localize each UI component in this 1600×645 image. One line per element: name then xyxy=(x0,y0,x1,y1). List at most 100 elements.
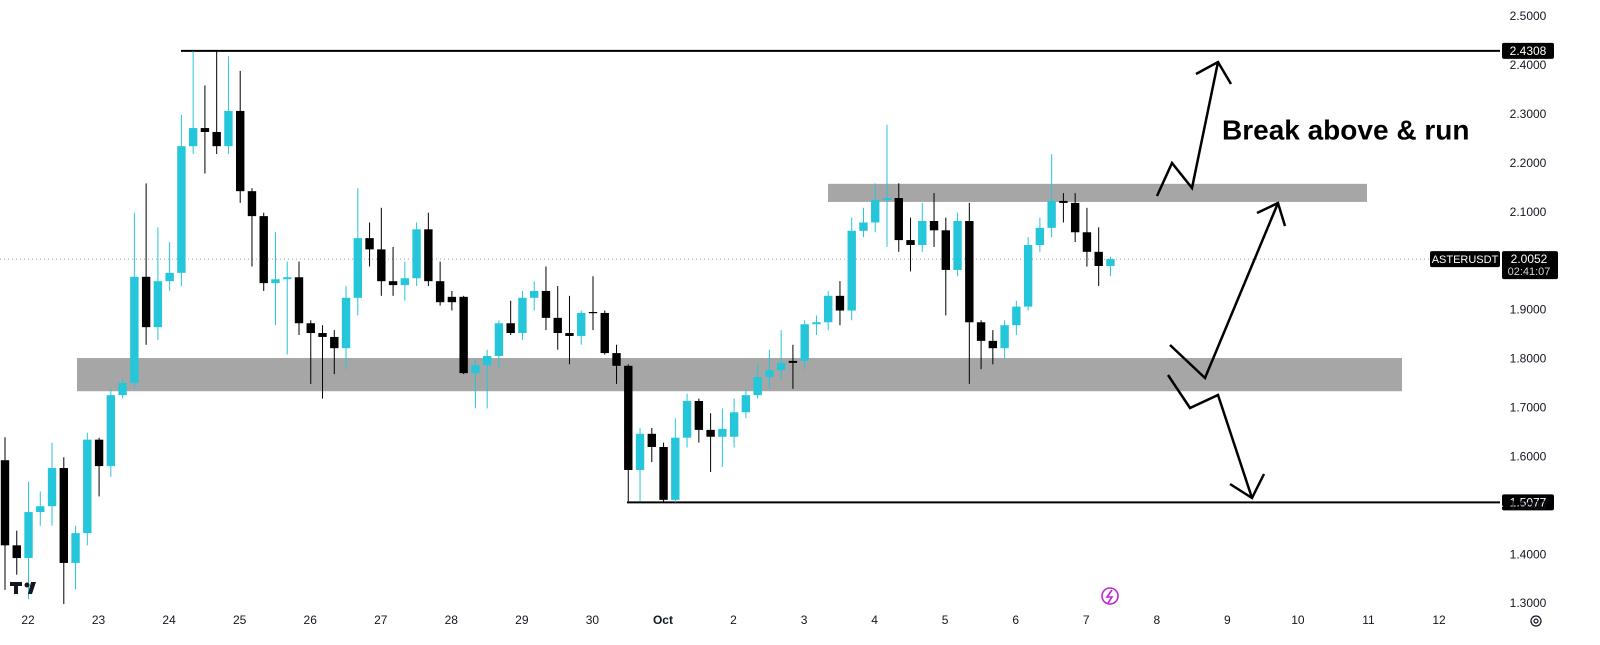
x-tick-label: 9 xyxy=(1224,613,1231,627)
scenario-arrows xyxy=(1155,60,1287,500)
x-tick-label: 24 xyxy=(162,613,176,627)
candle-body xyxy=(541,290,551,318)
last-label-bg xyxy=(1502,251,1558,280)
candle-body xyxy=(753,377,762,396)
candle-body xyxy=(847,230,856,311)
candle-body xyxy=(776,362,786,371)
candle-body xyxy=(1106,259,1115,267)
x-tick-label: 23 xyxy=(92,613,106,627)
candle-body xyxy=(283,277,292,280)
candle-body xyxy=(741,395,751,413)
candle-body xyxy=(682,401,692,438)
candle-body xyxy=(953,221,962,270)
candle-body xyxy=(200,128,210,132)
candle-body xyxy=(706,429,715,437)
candle-body xyxy=(624,365,633,470)
y-tick-label: 1.9000 xyxy=(1510,303,1547,317)
y-tick-label: 2.1000 xyxy=(1510,205,1547,219)
symbol-label-bg xyxy=(1430,251,1500,268)
candle-body xyxy=(824,295,833,323)
candle-body xyxy=(177,146,186,273)
candle-body xyxy=(565,333,574,336)
candle-body xyxy=(553,317,562,334)
candle-body xyxy=(1000,325,1009,349)
x-tick-label: 25 xyxy=(233,613,247,627)
candle-body xyxy=(882,198,892,200)
candle-body xyxy=(600,312,609,354)
candle-body xyxy=(412,229,421,279)
candle-body xyxy=(106,395,116,467)
candle-body xyxy=(906,240,915,245)
candle-body xyxy=(1094,251,1103,267)
y-tick-label: 2.3000 xyxy=(1510,107,1547,121)
candle-body xyxy=(306,323,315,334)
x-tick-label: 4 xyxy=(871,613,878,627)
candle-body xyxy=(1082,232,1092,252)
candle-body xyxy=(788,360,798,363)
y-tick-label: 2.5000 xyxy=(1510,9,1547,23)
candle-body xyxy=(47,468,57,507)
candle-body xyxy=(482,356,492,366)
candle-body xyxy=(647,433,656,448)
arrow-mid xyxy=(1169,202,1280,381)
candle-body xyxy=(518,297,527,334)
x-tick-label: 29 xyxy=(515,613,529,627)
candle-body xyxy=(365,238,374,250)
price-axis: 2.4308 1.5077 2.5000 2.4000 2.3000 2.2000 2.10… xyxy=(1430,9,1558,610)
arrow-head xyxy=(1195,60,1233,85)
price-lines xyxy=(0,49,1500,504)
tv-logo xyxy=(10,582,36,594)
candle-body xyxy=(1023,244,1033,307)
y-tick-label: 1.5000 xyxy=(1510,498,1547,512)
candle-body xyxy=(236,110,245,192)
candle-body xyxy=(271,279,280,284)
arrow-head xyxy=(1256,201,1287,227)
arrow-head xyxy=(1229,473,1266,500)
candle-body xyxy=(988,340,998,349)
candle-body xyxy=(224,110,233,147)
candle-body xyxy=(377,249,386,282)
x-tick-label: 26 xyxy=(304,613,318,627)
candle-body xyxy=(494,323,504,357)
candle-body xyxy=(635,433,645,470)
candle-body xyxy=(341,297,351,349)
settings-icon[interactable] xyxy=(1530,615,1542,627)
candle-body xyxy=(588,311,598,314)
candle-body xyxy=(1035,227,1045,245)
candle-body xyxy=(530,290,539,298)
candle-body xyxy=(1059,200,1068,203)
candle-body xyxy=(36,506,45,513)
candle-body xyxy=(671,437,680,500)
candle-body xyxy=(118,382,127,396)
candle-body xyxy=(294,277,304,324)
candle-body xyxy=(471,365,480,374)
candle-body xyxy=(353,238,362,298)
candle-body xyxy=(812,322,821,325)
x-tick-label: 30 xyxy=(586,613,600,627)
candle-body xyxy=(130,276,139,383)
candle-body xyxy=(871,199,880,223)
candle-body xyxy=(859,222,868,231)
x-tick-label: 28 xyxy=(445,613,459,627)
candle-body xyxy=(729,412,739,437)
symbol-label: ASTERUSDT xyxy=(1432,254,1499,266)
y-tick-label: 1.8000 xyxy=(1510,352,1547,366)
candle-body xyxy=(918,221,927,245)
candle-body xyxy=(800,324,809,361)
candle-body xyxy=(247,191,257,217)
candle-body xyxy=(188,128,198,147)
lightning-icon xyxy=(1101,587,1119,605)
candle-body xyxy=(400,278,410,286)
candle-body xyxy=(153,281,163,328)
level-label: 1.5077 xyxy=(1510,496,1547,510)
countdown: 02:41:07 xyxy=(1508,266,1551,278)
candle-body xyxy=(59,468,68,563)
arrow-up xyxy=(1155,61,1220,197)
candle-body xyxy=(929,221,939,231)
candle-body xyxy=(330,336,339,349)
x-tick-label: 5 xyxy=(942,613,949,627)
annotation: Break above & run xyxy=(1222,114,1469,145)
candle-body xyxy=(447,296,457,303)
x-tick-label: 6 xyxy=(1012,613,1019,627)
